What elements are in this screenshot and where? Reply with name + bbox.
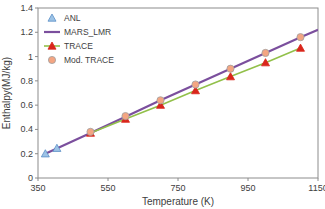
legend-label: Mod. TRACE bbox=[64, 55, 114, 65]
y-tick bbox=[35, 80, 38, 81]
y-tick-label: 1.2 bbox=[20, 27, 33, 37]
x-tick bbox=[178, 178, 179, 181]
y-tick-label: 1 bbox=[28, 52, 33, 62]
x-tick-label: 550 bbox=[100, 183, 115, 193]
y-tick-label: 0.6 bbox=[20, 100, 33, 110]
x-tick-label: 950 bbox=[240, 183, 255, 193]
y-axis-label: Enthalpy(MJ/kg) bbox=[1, 57, 12, 129]
x-axis-label: Temperature (K) bbox=[142, 196, 214, 207]
y-tick-label: 0.4 bbox=[20, 124, 33, 134]
y-tick bbox=[35, 105, 38, 106]
line-marker bbox=[262, 59, 270, 66]
legend: ANL MARS_LMR TRACE Mod. TRACE bbox=[44, 13, 114, 65]
plot-frame bbox=[38, 8, 318, 178]
scatter-point bbox=[53, 144, 61, 151]
x-tick-label: 350 bbox=[30, 183, 45, 193]
scatter-point bbox=[192, 81, 199, 88]
y-tick bbox=[35, 56, 38, 57]
scatter-point bbox=[262, 49, 269, 56]
x-tick bbox=[248, 178, 249, 181]
x-tick-label: 1150 bbox=[308, 183, 325, 193]
scatter-point bbox=[41, 150, 49, 157]
y-tick bbox=[35, 153, 38, 154]
line-marker bbox=[297, 44, 305, 51]
y-tick bbox=[35, 129, 38, 130]
scatter-point bbox=[227, 65, 234, 72]
y-tick-label: 0.8 bbox=[20, 76, 33, 86]
legend-line bbox=[44, 31, 60, 33]
x-tick-label: 750 bbox=[170, 183, 185, 193]
y-tick bbox=[35, 32, 38, 33]
chart: 0 0.2 0.4 0.6 0.8 1 1.2 1.4 350 550 750 950 1150 Temp… bbox=[0, 0, 325, 209]
scatter-point bbox=[157, 97, 164, 104]
line-marker bbox=[87, 129, 95, 136]
scatter-point bbox=[122, 112, 129, 119]
legend-marker bbox=[48, 14, 56, 21]
legend-marker bbox=[48, 42, 56, 49]
x-tick bbox=[108, 178, 109, 181]
legend-marker bbox=[48, 56, 55, 63]
scatter-point bbox=[87, 128, 94, 135]
series-line bbox=[91, 48, 301, 133]
series-line bbox=[45, 30, 318, 154]
y-tick bbox=[35, 8, 38, 9]
y-tick-label: 0.2 bbox=[20, 149, 33, 159]
legend-label: MARS_LMR bbox=[64, 27, 111, 37]
y-tick-label: 1.4 bbox=[20, 3, 33, 13]
y-tick-label: 0 bbox=[28, 173, 33, 183]
x-tick bbox=[318, 178, 319, 181]
scatter-point bbox=[297, 34, 304, 41]
line-marker bbox=[227, 73, 235, 80]
legend-label: ANL bbox=[64, 13, 81, 23]
plot-marks bbox=[41, 30, 318, 157]
legend-label: TRACE bbox=[64, 41, 93, 51]
x-tick bbox=[38, 178, 39, 181]
